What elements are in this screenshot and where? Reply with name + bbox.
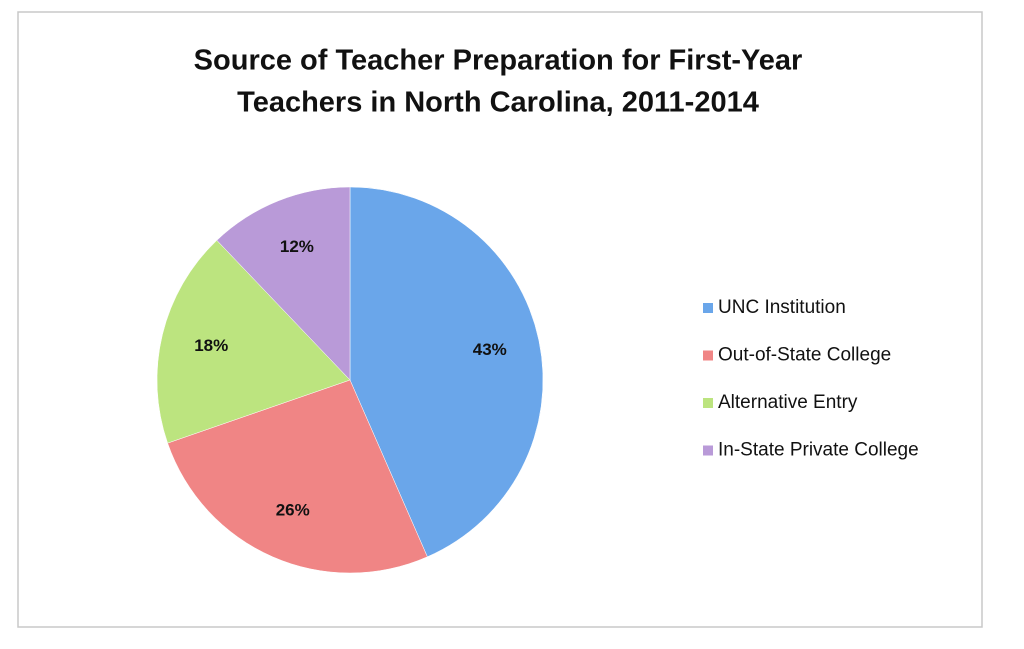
- legend-label: In-State Private College: [718, 440, 919, 461]
- chart-title: Teachers in North Carolina, 2011-2014: [237, 87, 759, 119]
- pie-slice: [156, 239, 351, 444]
- legend-swatch: [703, 398, 713, 408]
- data-label: 12%: [280, 237, 314, 256]
- data-label: 43%: [473, 340, 507, 359]
- data-label: 18%: [194, 336, 228, 355]
- legend-label: Out-of-State College: [718, 345, 891, 366]
- data-label: 26%: [276, 500, 310, 519]
- pie: 43% 26% 18% 12%: [156, 186, 544, 574]
- legend-swatch: [703, 445, 713, 456]
- legend: UNC Institution Out-of-State College Alter…: [703, 297, 919, 461]
- pie-slice: [349, 186, 544, 558]
- legend-swatch: [703, 350, 713, 361]
- pie-slice: [167, 379, 428, 574]
- pie-slice: [216, 186, 351, 381]
- legend-label: UNC Institution: [718, 297, 846, 318]
- legend-swatch: [703, 303, 713, 313]
- chart-title: Source of Teacher Preparation for First-…: [194, 45, 803, 77]
- legend-label: Alternative Entry: [718, 392, 858, 413]
